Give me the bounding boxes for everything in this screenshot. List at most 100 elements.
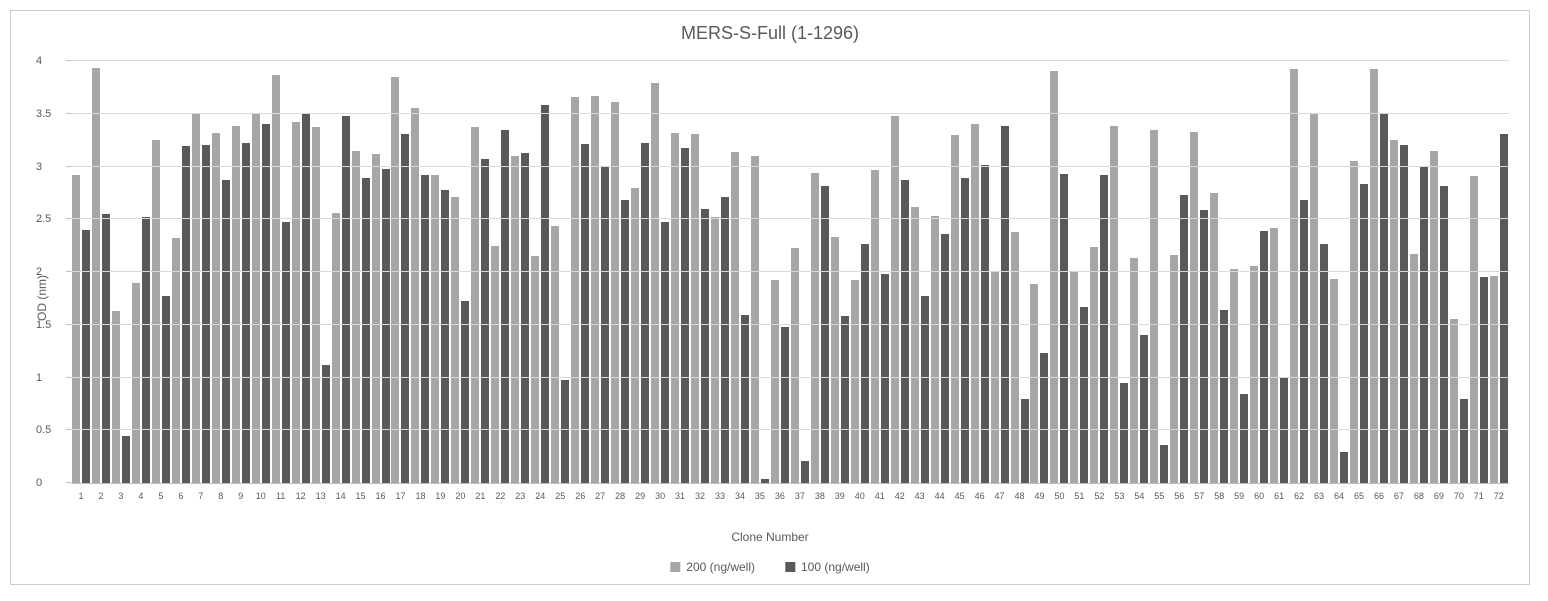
bar-group: 21 — [470, 61, 490, 483]
x-tick: 62 — [1294, 491, 1304, 501]
bar-200 — [1011, 232, 1019, 483]
legend-item-100: 100 (ng/well) — [785, 560, 870, 574]
x-tick: 11 — [276, 491, 285, 501]
x-tick: 39 — [835, 491, 845, 501]
bar-group: 68 — [1409, 61, 1429, 483]
bar-200 — [1350, 161, 1358, 483]
bar-group: 17 — [391, 61, 411, 483]
bar-100 — [82, 230, 90, 483]
bar-group: 43 — [910, 61, 930, 483]
gridline — [71, 324, 1509, 325]
bar-group: 28 — [610, 61, 630, 483]
bar-100 — [202, 145, 210, 483]
legend: 200 (ng/well) 100 (ng/well) — [670, 560, 869, 574]
bar-100 — [142, 217, 150, 483]
bar-group: 29 — [630, 61, 650, 483]
bar-group: 61 — [1269, 61, 1289, 483]
x-tick: 71 — [1474, 491, 1484, 501]
gridline — [71, 377, 1509, 378]
x-tick: 26 — [575, 491, 585, 501]
x-tick: 18 — [415, 491, 425, 501]
y-tick-mark — [66, 166, 71, 167]
bar-group: 35 — [750, 61, 770, 483]
bar-100 — [1480, 277, 1488, 483]
bar-100 — [242, 143, 250, 483]
bar-200 — [1030, 284, 1038, 483]
x-tick: 5 — [158, 491, 163, 501]
bar-100 — [781, 327, 789, 483]
x-tick: 46 — [975, 491, 985, 501]
x-tick: 72 — [1494, 491, 1504, 501]
bar-100 — [761, 479, 769, 483]
x-tick: 44 — [935, 491, 945, 501]
bar-group: 3 — [111, 61, 131, 483]
bar-100 — [1400, 145, 1408, 483]
y-tick-mark — [66, 60, 71, 61]
chart-title: MERS-S-Full (1-1296) — [11, 11, 1529, 52]
bar-100 — [541, 105, 549, 483]
y-tick: 1 — [36, 372, 42, 384]
bar-group: 53 — [1109, 61, 1129, 483]
bar-group: 59 — [1229, 61, 1249, 483]
bar-100 — [382, 169, 390, 483]
bar-200 — [1090, 247, 1098, 483]
bar-group: 46 — [970, 61, 990, 483]
x-tick: 40 — [855, 491, 865, 501]
bar-group: 34 — [730, 61, 750, 483]
bar-200 — [1330, 279, 1338, 483]
bar-200 — [332, 213, 340, 483]
bar-200 — [132, 283, 140, 483]
x-tick: 45 — [955, 491, 965, 501]
bar-group: 62 — [1289, 61, 1309, 483]
x-tick: 29 — [635, 491, 645, 501]
x-tick: 12 — [296, 491, 306, 501]
bar-group: 69 — [1429, 61, 1449, 483]
bar-group: 47 — [990, 61, 1010, 483]
x-tick: 4 — [138, 491, 143, 501]
bar-group: 39 — [830, 61, 850, 483]
bar-100 — [961, 178, 969, 483]
bar-group: 58 — [1209, 61, 1229, 483]
bar-100 — [1360, 184, 1368, 483]
bar-200 — [1190, 132, 1198, 483]
x-tick: 68 — [1414, 491, 1424, 501]
x-tick: 59 — [1234, 491, 1244, 501]
x-tick: 13 — [316, 491, 326, 501]
legend-label-100: 100 (ng/well) — [801, 560, 870, 574]
bar-group: 27 — [590, 61, 610, 483]
y-tick-mark — [66, 113, 71, 114]
x-tick: 65 — [1354, 491, 1364, 501]
y-tick: 3.5 — [36, 108, 51, 120]
x-tick: 22 — [495, 491, 505, 501]
bar-group: 44 — [930, 61, 950, 483]
y-tick: 2 — [36, 266, 42, 278]
x-tick: 9 — [238, 491, 243, 501]
bar-100 — [1280, 378, 1288, 484]
x-tick: 56 — [1174, 491, 1184, 501]
x-tick: 42 — [895, 491, 905, 501]
x-tick: 24 — [535, 491, 545, 501]
bar-group: 4 — [131, 61, 151, 483]
x-tick: 20 — [455, 491, 465, 501]
y-tick-mark — [66, 377, 71, 378]
bar-100 — [1060, 174, 1068, 483]
bar-100 — [1220, 310, 1228, 483]
bar-200 — [1210, 193, 1218, 483]
bar-100 — [1040, 353, 1048, 483]
bar-group: 26 — [570, 61, 590, 483]
y-tick: 3 — [36, 161, 42, 173]
bar-100 — [701, 209, 709, 483]
x-tick: 69 — [1434, 491, 1444, 501]
bar-group: 51 — [1069, 61, 1089, 483]
bar-200 — [551, 226, 559, 483]
bar-200 — [1310, 113, 1318, 483]
legend-item-200: 200 (ng/well) — [670, 560, 755, 574]
x-tick: 7 — [198, 491, 203, 501]
x-tick: 61 — [1274, 491, 1284, 501]
legend-swatch-100 — [785, 562, 795, 572]
bar-200 — [511, 156, 519, 483]
bar-100 — [901, 180, 909, 483]
x-tick: 33 — [715, 491, 725, 501]
bar-group: 55 — [1149, 61, 1169, 483]
x-tick: 51 — [1074, 491, 1084, 501]
